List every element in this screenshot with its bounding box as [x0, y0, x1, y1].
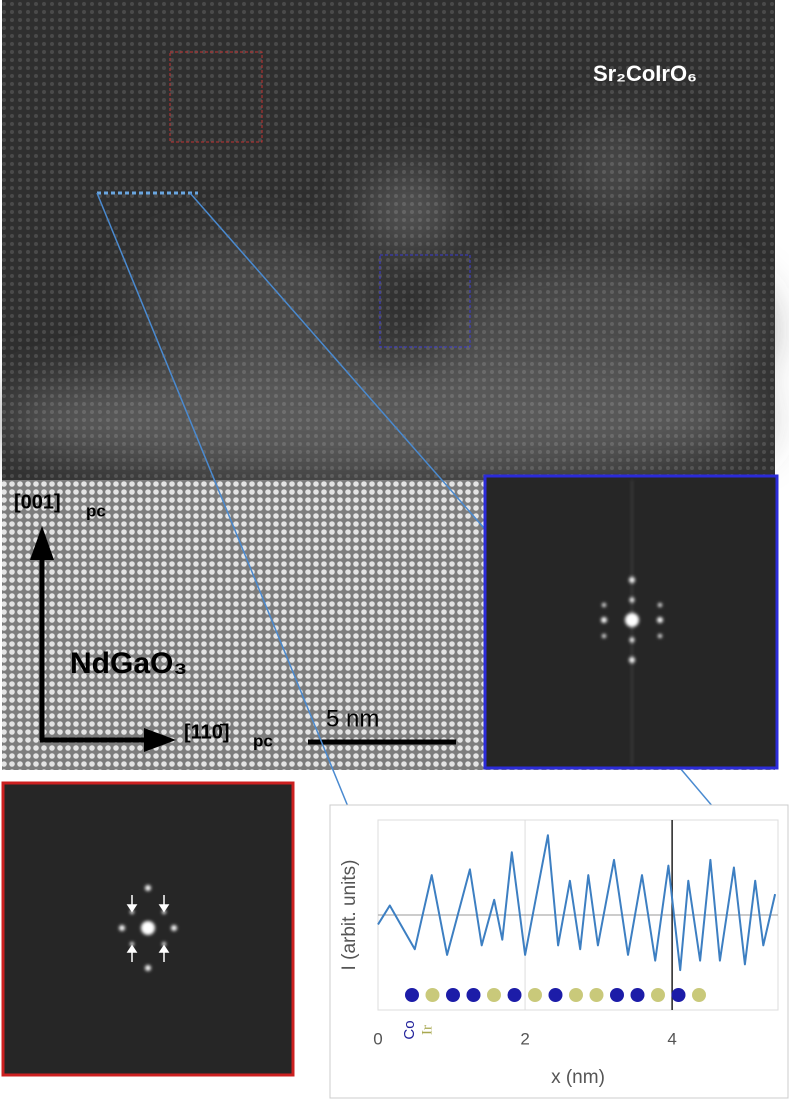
arrowhead [144, 728, 176, 752]
atom [548, 988, 563, 1002]
atom [630, 988, 645, 1002]
atom [528, 988, 542, 1002]
connector [96, 192, 379, 881]
fft-spots [601, 480, 663, 765]
fft-spots [119, 885, 177, 971]
substrate-label: NdGaO₃ [70, 647, 187, 680]
atom [692, 988, 706, 1002]
scale-bar-label: 5 nm [326, 705, 379, 732]
atom [466, 988, 481, 1002]
atom [589, 988, 604, 1002]
x-tick-label: 0 [373, 1029, 382, 1048]
axis-label: [001] [14, 491, 61, 513]
superlattice-arrows [126, 895, 170, 962]
x-axis-label: x (nm) [551, 1067, 605, 1088]
profile-curve [377, 834, 777, 972]
plot-panel [329, 804, 789, 1099]
axis-subscript: pc [253, 731, 273, 750]
atom-legend: Co [401, 1020, 418, 1039]
x-tick-label: 4 [667, 1029, 676, 1048]
atom [487, 988, 501, 1002]
x-tick-label: 2 [520, 1029, 529, 1048]
atom-legend: Ir [419, 1025, 435, 1035]
atom [671, 988, 686, 1002]
atom [405, 988, 419, 1002]
atom [651, 988, 665, 1002]
axis-subscript: pc [86, 501, 106, 520]
blue-roi [379, 254, 471, 348]
film-lattice [2, 0, 775, 480]
red-roi [169, 51, 263, 143]
y-axis-label: I (arbit. units) [339, 860, 360, 971]
atom [446, 988, 460, 1002]
film-label: Sr₂CoIrO₆ [593, 61, 697, 86]
arrowhead [30, 526, 54, 560]
atom [569, 988, 583, 1002]
connector [189, 192, 485, 529]
axis-label: [110̄] [184, 721, 230, 743]
atom [610, 988, 624, 1002]
atom [425, 988, 440, 1002]
atom [507, 988, 522, 1002]
